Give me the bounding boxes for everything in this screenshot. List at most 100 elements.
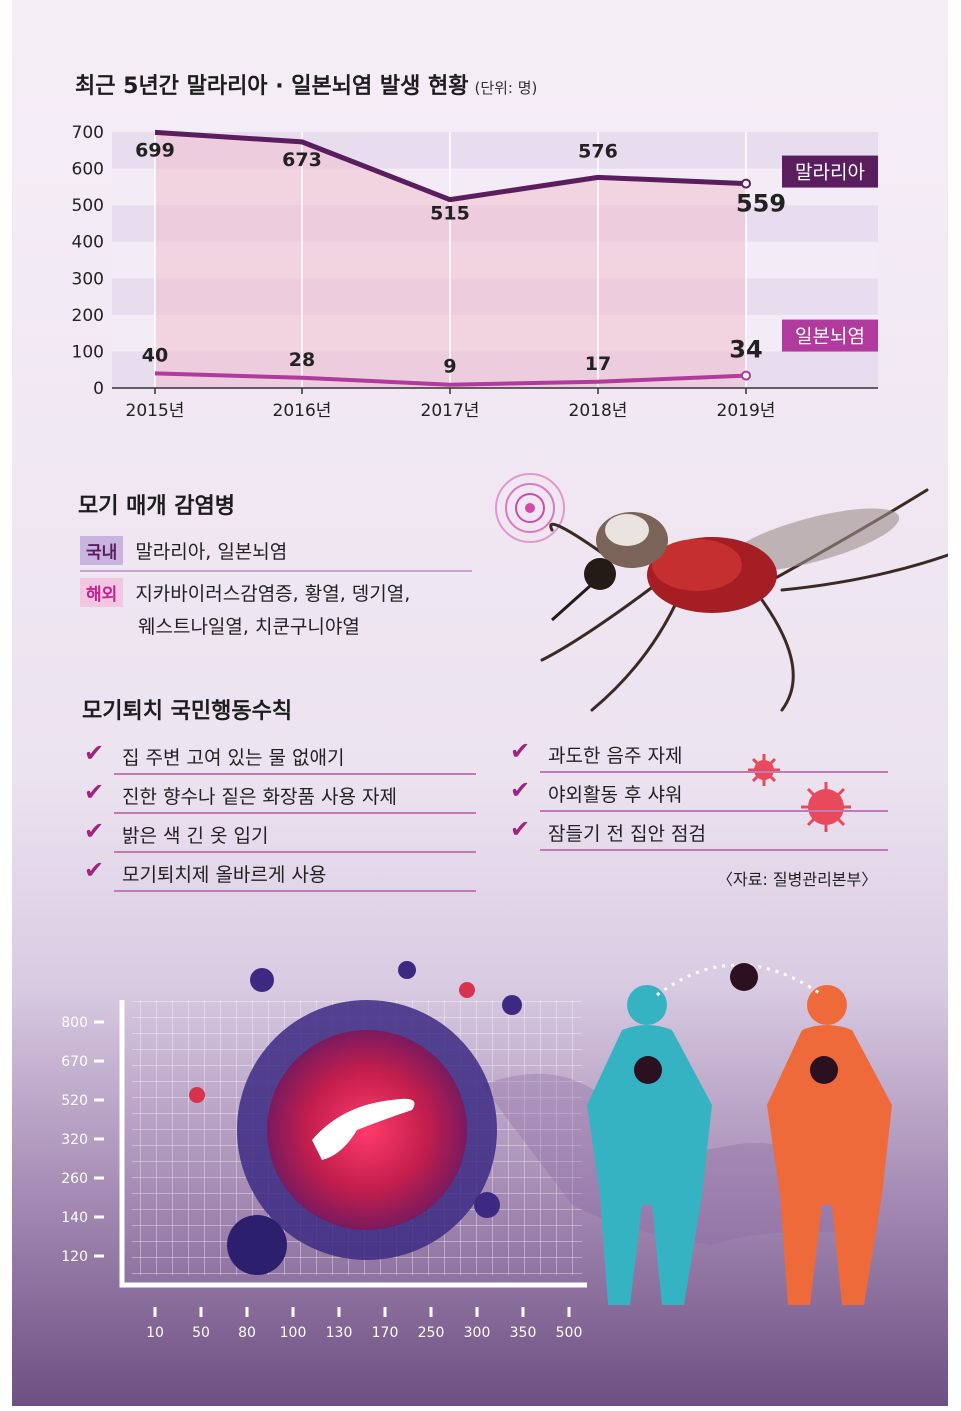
decor-x-label: 80 — [238, 1325, 256, 1341]
human-figure-orange — [767, 985, 892, 1305]
y-tick-label: 0 — [93, 379, 104, 399]
decor-x-label: 350 — [510, 1325, 537, 1341]
disease-section-title: 모기 매개 감염병 — [78, 494, 235, 519]
rules-section-title: 모기퇴치 국민행동수칙 — [82, 699, 293, 724]
decor-y-label: 670 — [61, 1054, 88, 1070]
overseas-diseases-line2: 웨스트나일열, 치쿤구니야열 — [138, 616, 360, 638]
check-icon: ✔ — [84, 856, 105, 884]
rule-divider — [540, 810, 888, 812]
left-rule-item: 밝은 색 긴 옷 입기 — [122, 825, 269, 847]
decor-y-label: 800 — [61, 1015, 88, 1031]
decor-y-label: 520 — [61, 1093, 88, 1109]
decorative-virus-graphic: 800 670 520 320 260 140 120 10 50 80 100 130 170 250… — [61, 961, 892, 1341]
decor-y-label: 320 — [61, 1132, 88, 1148]
mosquito-silhouette-icon — [312, 1098, 415, 1160]
overseas-row: 해외 지카바이러스감염증, 황열, 뎅기열, — [80, 578, 410, 607]
decor-x-label: 170 — [372, 1325, 399, 1341]
decor-x-axis-labels: 10 50 80 100 130 170 250 300 350 500 — [146, 1307, 582, 1341]
chart-title-text: 최근 5년간 말라리아 · 일본뇌염 발생 현황 — [75, 74, 469, 99]
check-icon: ✔ — [510, 815, 531, 843]
decor-x-label: 500 — [556, 1325, 583, 1341]
malaria-data-label: 673 — [282, 149, 322, 171]
encephalitis-data-label: 40 — [142, 344, 168, 366]
left-rule-item: 모기퇴치제 올바르게 사용 — [122, 864, 327, 886]
right-rule-item: 과도한 음주 자제 — [548, 745, 683, 767]
line-chart: 0 100 200 300 400 500 600 700 2015년 2016년 2017년 201… — [72, 123, 878, 421]
x-tick-label: 2019년 — [717, 401, 776, 421]
chart-unit: (단위: 명) — [474, 79, 538, 97]
chart-band — [112, 314, 878, 352]
decor-x-label: 50 — [192, 1325, 210, 1341]
chart-band — [112, 241, 878, 279]
decor-x-label: 10 — [146, 1325, 164, 1341]
x-tick-label: 2016년 — [273, 401, 332, 421]
legend-encephalitis-label: 일본뇌염 — [795, 326, 865, 348]
check-icon: ✔ — [84, 778, 105, 806]
y-tick-label: 700 — [72, 123, 104, 143]
encephalitis-data-label: 34 — [729, 336, 762, 364]
x-tick-label: 2017년 — [421, 401, 480, 421]
y-tick-label: 100 — [72, 342, 104, 362]
y-tick-label: 200 — [72, 306, 104, 326]
chart-band — [112, 278, 878, 315]
overseas-diseases-line1: 지카바이러스감염증, 황열, 뎅기열, — [135, 583, 411, 605]
chart-band — [112, 205, 878, 242]
check-icon: ✔ — [510, 737, 531, 765]
check-icon: ✔ — [84, 739, 105, 767]
check-icon: ✔ — [510, 776, 531, 804]
virus-icons — [748, 754, 851, 832]
domestic-diseases: 말라리아, 일본뇌염 — [135, 541, 288, 563]
y-tick-label: 300 — [72, 269, 104, 289]
decor-x-label: 300 — [464, 1325, 491, 1341]
legend-malaria: 말라리아 — [782, 155, 878, 188]
series-end-point — [741, 370, 751, 381]
decor-axes — [119, 1000, 587, 1288]
rule-divider — [114, 812, 476, 814]
radar-icon — [495, 473, 565, 543]
rule-divider — [540, 771, 888, 773]
left-rule-item: 집 주변 고여 있는 물 없애기 — [122, 747, 345, 769]
human-figure-blue — [587, 985, 712, 1305]
decor-x-label: 250 — [418, 1325, 445, 1341]
virus-icon — [730, 963, 758, 991]
malaria-data-label: 559 — [736, 190, 786, 218]
transmission-path — [656, 963, 823, 997]
check-icon: ✔ — [84, 817, 105, 845]
decor-x-label: 100 — [280, 1325, 307, 1341]
right-rule-item: 잠들기 전 집안 점검 — [548, 823, 706, 845]
malaria-line — [154, 129, 747, 203]
malaria-data-label: 515 — [430, 203, 470, 225]
malaria-data-label: 576 — [578, 140, 618, 162]
right-rule-item: 야외활동 후 샤워 — [548, 784, 683, 806]
encephalitis-data-label: 28 — [289, 349, 315, 371]
infographic-panel: 최근 5년간 말라리아 · 일본뇌염 발생 현황 (단위: 명) 0 100 200 3… — [12, 0, 948, 1406]
y-tick-label: 500 — [72, 196, 104, 216]
decor-x-label: 130 — [326, 1325, 353, 1341]
x-tick-label: 2018년 — [569, 401, 628, 421]
chart-band — [112, 168, 878, 206]
malaria-data-label: 699 — [135, 139, 175, 161]
divider — [80, 570, 472, 572]
domestic-row: 국내 말라리아, 일본뇌염 — [80, 536, 287, 565]
decor-y-label: 260 — [61, 1171, 88, 1187]
source-note: 〈자료: 질병관리본부〉 — [717, 870, 878, 889]
rule-divider — [114, 773, 476, 775]
left-rule-item: 진한 향수나 짙은 화장품 사용 자제 — [122, 786, 397, 808]
chart-title: 최근 5년간 말라리아 · 일본뇌염 발생 현황 (단위: 명) — [75, 68, 537, 100]
encephalitis-data-label: 9 — [443, 356, 456, 378]
mosquito-illustration — [495, 473, 948, 712]
encephalitis-line — [154, 371, 747, 387]
decor-y-label: 140 — [61, 1210, 88, 1226]
rule-divider — [540, 849, 888, 851]
rule-divider — [114, 890, 476, 892]
legend-encephalitis: 일본뇌염 — [782, 319, 878, 352]
y-tick-label: 600 — [72, 160, 104, 180]
series-end-point — [741, 178, 751, 189]
domestic-tag: 국내 — [80, 536, 124, 565]
decor-y-label: 120 — [61, 1249, 88, 1265]
y-tick-label: 400 — [72, 233, 104, 253]
decor-y-axis-labels: 800 670 520 320 260 140 120 — [61, 1015, 104, 1265]
overseas-tag: 해외 — [80, 578, 124, 607]
legend-malaria-label: 말라리아 — [795, 162, 865, 184]
virus-cluster — [189, 961, 522, 1275]
